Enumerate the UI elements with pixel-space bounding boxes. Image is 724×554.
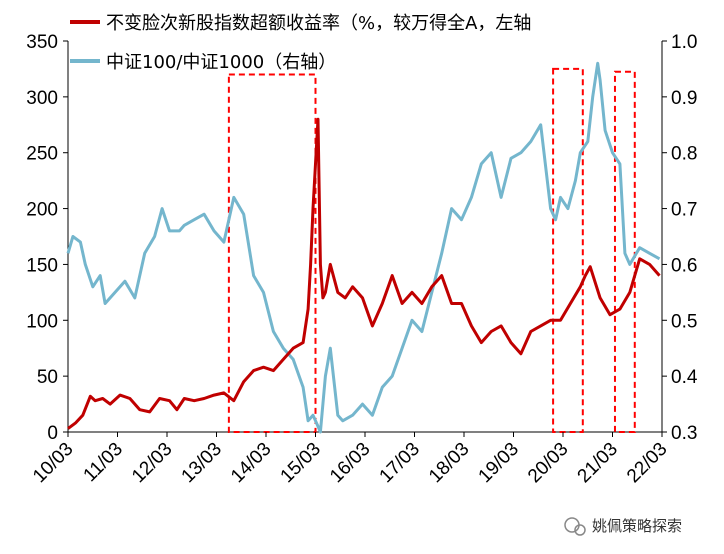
x-tick-label: 15/03 [277, 439, 325, 487]
left-y-tick-label: 250 [26, 144, 58, 165]
annotation-box [552, 67, 584, 434]
x-tick-label: 10/03 [29, 439, 77, 487]
x-tick-label: 14/03 [227, 439, 275, 487]
right-y-tick-label: 0.8 [671, 144, 697, 165]
x-tick-label: 19/03 [475, 439, 523, 487]
x-tick-label: 13/03 [178, 439, 226, 487]
legend-label-excess-return: 不变脸次新股指数超额收益率（%，较万得全A，左轴 [106, 13, 531, 34]
annotation-boxes [227, 67, 636, 434]
left-y-tick-label: 50 [37, 367, 58, 388]
right-y-tick-label: 0.7 [671, 200, 697, 221]
annotation-box [227, 73, 317, 433]
x-tick-label: 18/03 [425, 439, 473, 487]
watermark: 姚佩策略探索 [564, 517, 682, 536]
left-y-tick-label: 100 [26, 311, 58, 332]
left-y-tick-label: 200 [26, 200, 58, 221]
left-y-tick-label: 0 [47, 423, 58, 444]
series-lines [66, 61, 661, 434]
left-y-tick-label: 150 [26, 255, 58, 276]
right-y-tick-label: 0.9 [671, 88, 697, 109]
wechat-icon [564, 517, 580, 533]
legend-label-ratio: 中证100/中证1000（右轴） [106, 52, 336, 73]
wechat-icon-small [574, 524, 586, 536]
right-y-tick-label: 0.3 [671, 423, 697, 444]
x-tick-labels: 10/03 11/03 12/03 13/03 14/03 15/03 16/03 17/03… [29, 432, 672, 487]
right-y-tick-label: 1.0 [671, 32, 697, 53]
x-tick-label: 20/03 [524, 439, 572, 487]
x-tick-label: 11/03 [80, 439, 127, 486]
x-tick-label: 17/03 [376, 439, 424, 487]
series-line-excess-return [67, 117, 661, 430]
axes [67, 41, 663, 433]
x-tick-label: 12/03 [128, 439, 176, 487]
right-y-tick-label: 0.5 [671, 311, 697, 332]
x-tick-label: 21/03 [574, 439, 622, 487]
watermark-text: 姚佩策略探索 [592, 517, 682, 535]
legend: 不变脸次新股指数超额收益率（%，较万得全A，左轴 中证100/中证1000（右轴… [70, 13, 531, 73]
x-tick-label: 16/03 [326, 439, 374, 487]
x-tick-label: 22/03 [623, 439, 671, 487]
right-y-tick-label: 0.4 [671, 367, 698, 388]
series-line-ratio [66, 61, 661, 434]
annotation-box [613, 70, 636, 433]
left-y-tick-label: 350 [26, 32, 58, 53]
left-y-tick-labels: 0 50 100 150 200 250 300 350 [26, 32, 68, 444]
right-y-tick-label: 0.6 [671, 255, 697, 276]
right-y-tick-labels: 0.3 0.4 0.5 0.6 0.7 0.8 0.9 1.0 [662, 32, 698, 444]
left-y-tick-label: 300 [26, 88, 58, 109]
